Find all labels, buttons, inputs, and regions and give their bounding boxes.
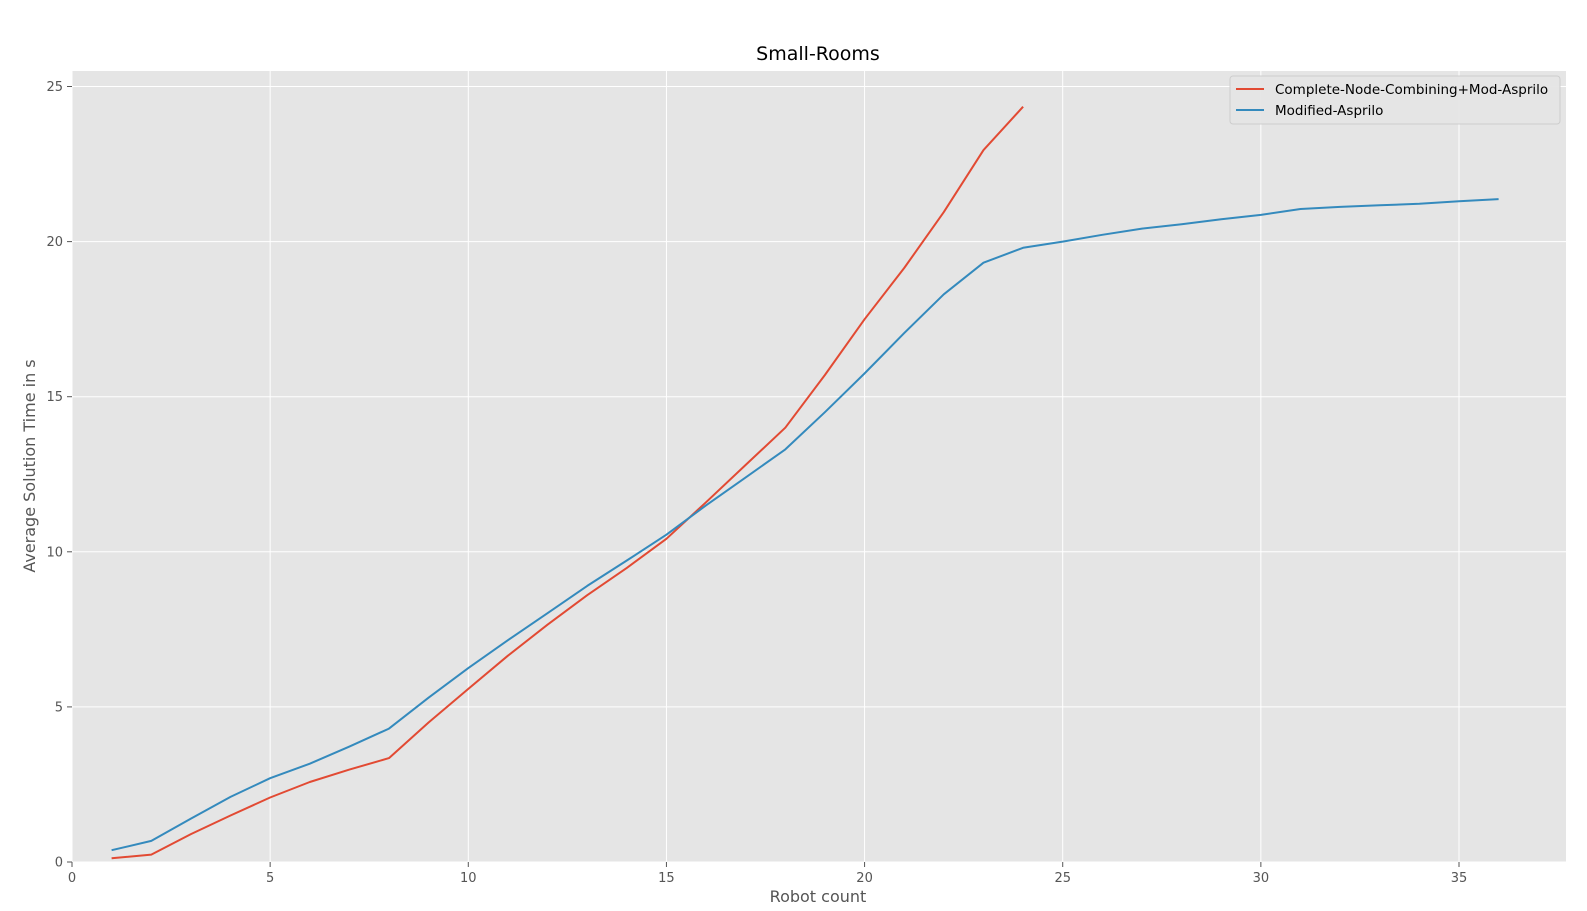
y-tick-label: 5	[55, 700, 63, 715]
x-tick-label: 25	[1054, 871, 1071, 886]
y-tick-label: 20	[46, 235, 63, 250]
y-axis-label: Average Solution Time in s	[20, 359, 39, 572]
x-tick-label: 5	[266, 871, 274, 886]
y-tick-label: 15	[46, 390, 63, 405]
series-lines	[111, 106, 1499, 860]
y-tick-label: 0	[55, 856, 63, 871]
legend: Complete-Node-Combining+Mod-Asprilo Modif…	[1229, 75, 1561, 125]
y-axis-ticks: 0 5 10 15 20 25	[46, 80, 72, 871]
series-line-1	[111, 106, 1024, 860]
y-tick-label: 25	[46, 80, 63, 95]
x-axis-label: Robot count	[770, 887, 867, 906]
series-line-2	[111, 198, 1499, 852]
legend-box	[1229, 75, 1561, 125]
x-tick-label: 30	[1253, 871, 1270, 886]
plot-area	[72, 71, 1566, 862]
legend-label-2: Modified-Asprilo	[1275, 103, 1383, 119]
x-tick-label: 10	[460, 871, 477, 886]
gridlines	[71, 71, 1566, 863]
legend-label-1: Complete-Node-Combining+Mod-Asprilo	[1275, 82, 1548, 98]
x-tick-label: 20	[856, 871, 873, 886]
x-axis-ticks: 0 5 10 15 20 25 30 35	[68, 862, 1467, 886]
chart-title: Small-Rooms	[756, 43, 880, 65]
y-tick-label: 10	[46, 545, 63, 560]
x-tick-label: 35	[1451, 871, 1468, 886]
x-tick-label: 0	[68, 871, 76, 886]
x-tick-label: 15	[658, 871, 675, 886]
